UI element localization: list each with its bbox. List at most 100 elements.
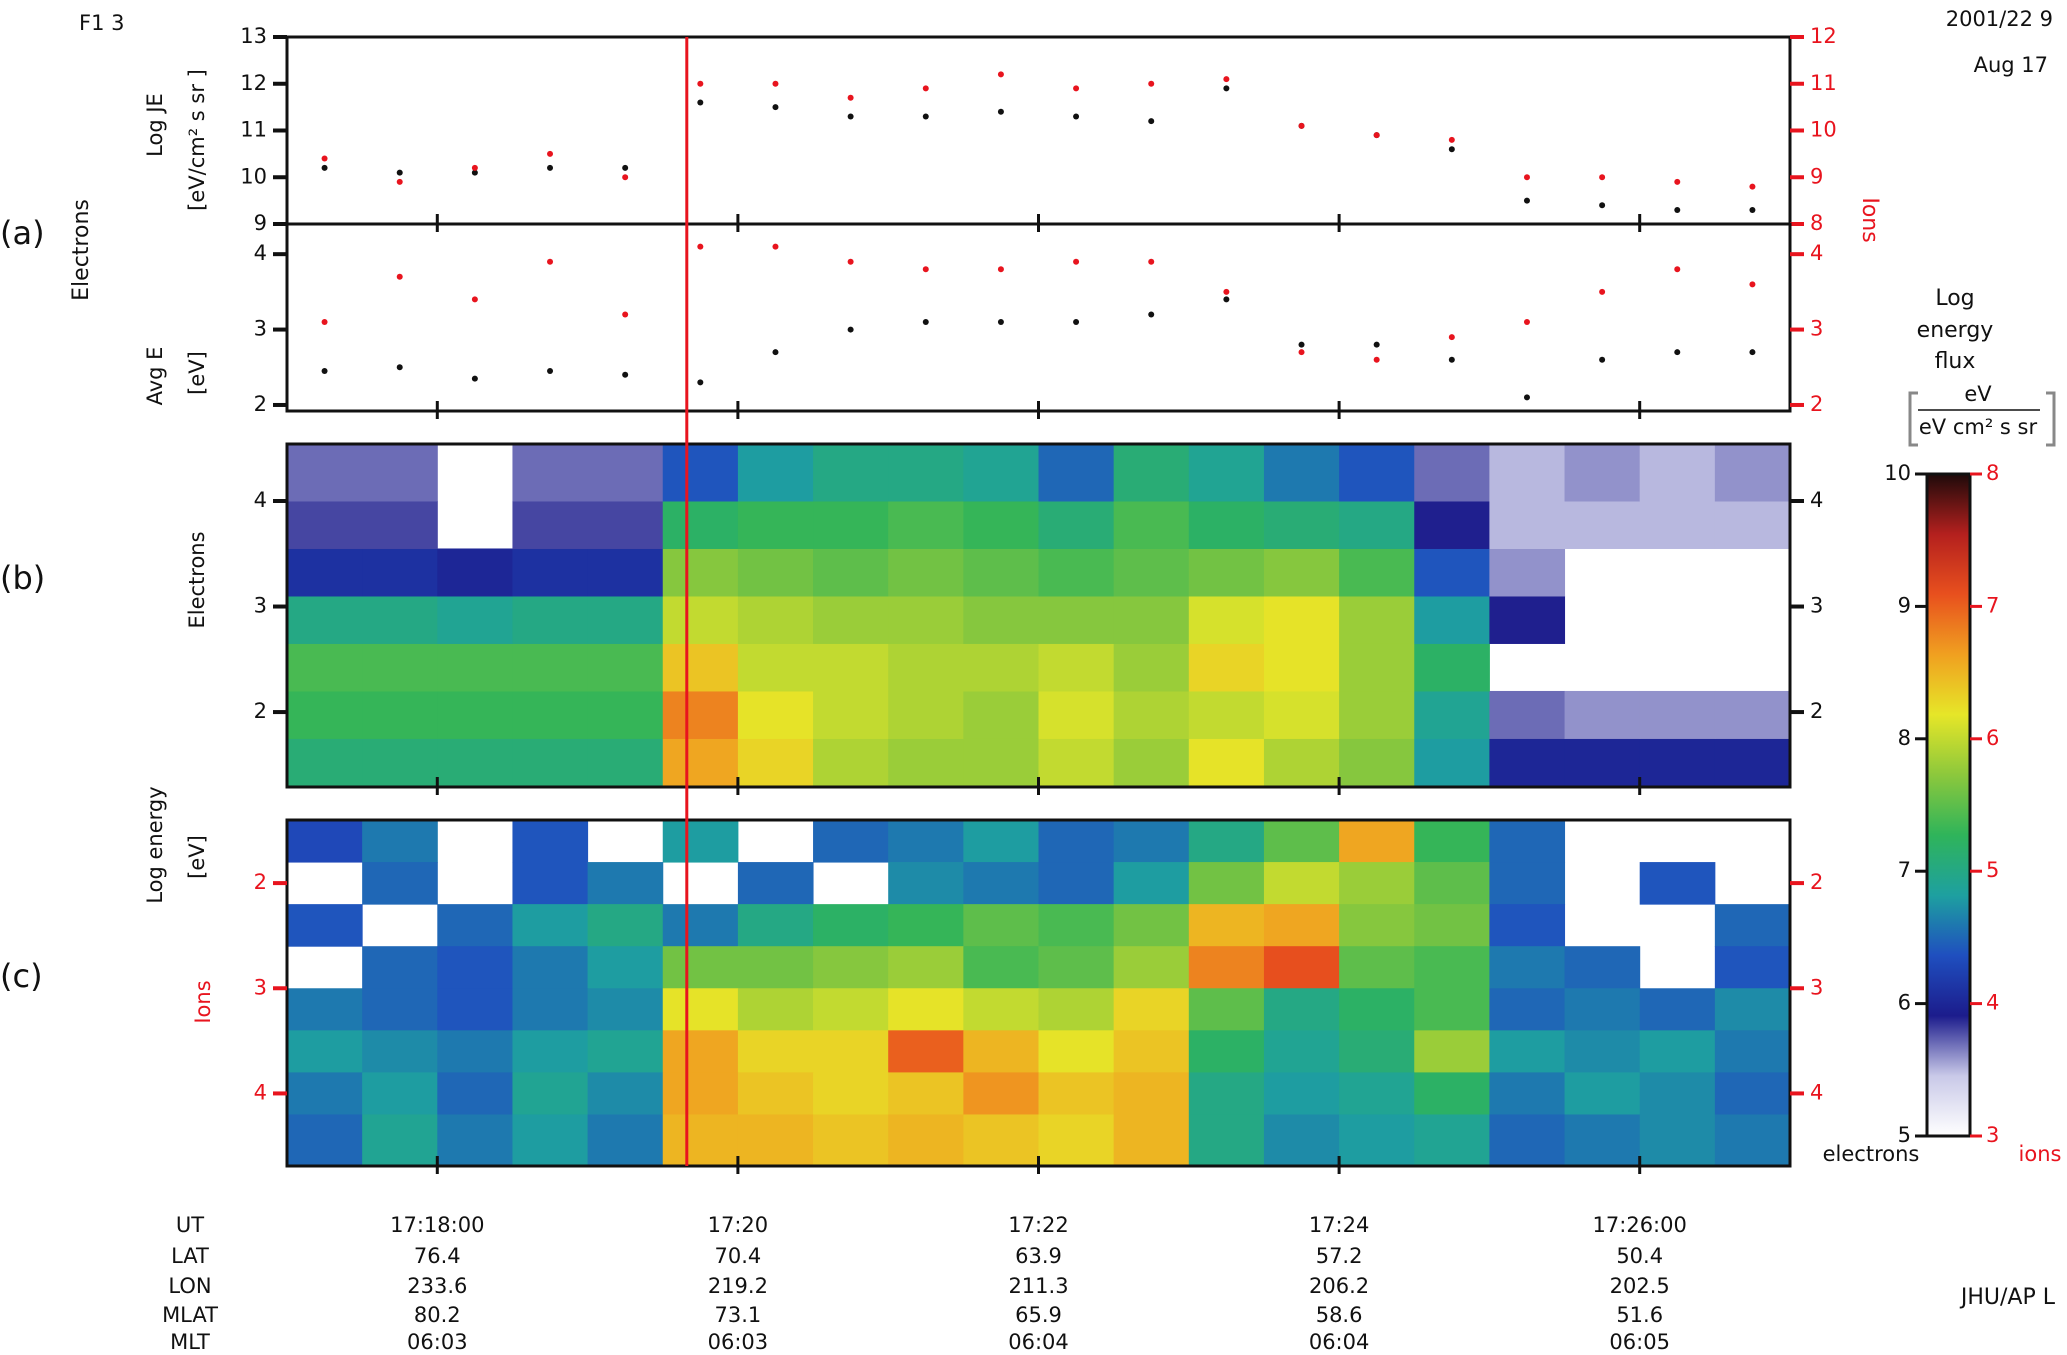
cell [1113,1114,1190,1167]
point [1223,288,1230,295]
cell [888,690,964,739]
point [547,368,554,375]
point [922,319,929,326]
cell [587,904,664,947]
table-cell: 80.2 [414,1303,461,1327]
cell [662,820,739,863]
cell [963,500,1039,549]
cell [1339,988,1415,1031]
cell [1113,988,1190,1031]
cell [813,988,889,1031]
point [847,258,854,265]
cell [1038,500,1115,549]
cell [662,1114,739,1167]
cell [1113,946,1190,989]
cell [1038,643,1115,692]
cell [1564,988,1641,1031]
cell [362,548,438,597]
y-unit: [eV] [185,351,209,395]
colorbar-tick-label: 5 [1898,1123,1911,1147]
cell [1188,548,1265,597]
cell [737,1072,814,1115]
cell [1414,1030,1490,1073]
table-cell: 219.2 [708,1274,768,1298]
cell [1113,500,1190,549]
cell [1489,904,1566,947]
table-cell: 17:18:00 [390,1213,484,1237]
cell [1263,946,1340,989]
cell [437,904,513,947]
colorbar-tick-label: 7 [1898,858,1911,882]
cell [1113,643,1190,692]
point [396,178,403,185]
point [622,174,629,181]
point [1223,296,1230,303]
colorbar-unit: eV cm² s sr [1919,415,2038,439]
point [547,150,554,157]
cell [587,500,664,549]
cell [1263,595,1340,644]
panel-label: (a) [0,214,45,252]
y-tick-label: 4 [254,488,267,512]
cell [1414,643,1490,692]
point [697,80,704,87]
cell [1038,904,1115,947]
cell [813,690,889,739]
cell [1113,548,1190,597]
y2-tick-label: 4 [1810,488,1823,512]
colorbar-tick-label: 8 [1898,726,1911,750]
cell [1639,1114,1716,1167]
cell [1414,1114,1490,1167]
cell [1263,1114,1340,1167]
table-cell: 06:03 [708,1330,769,1354]
cell [362,1030,438,1073]
cell [662,738,739,788]
colorbar-tick-label: 10 [1884,461,1911,485]
point [1749,281,1756,288]
y-tick-label: 11 [240,118,267,142]
cell [737,690,814,739]
cell [1188,1030,1265,1073]
cell [1339,444,1415,502]
cell [1188,595,1265,644]
cell [813,1030,889,1073]
cell [1714,1114,1791,1167]
table-cell: 57.2 [1316,1244,1363,1268]
cell [362,738,438,788]
point [471,164,478,171]
table-cell: 233.6 [407,1274,467,1298]
cell [1188,904,1265,947]
colorbar-tick-label: 5 [1986,858,1999,882]
point [997,71,1004,78]
cell [287,738,363,788]
cell [813,500,889,549]
day: Aug 17 [1974,53,2048,77]
cell [1564,444,1641,502]
point [622,311,629,318]
colorbar-unit: eV [1964,382,1992,406]
cell [362,444,438,502]
point [997,266,1004,273]
cell [587,548,664,597]
point [396,169,403,176]
point [847,113,854,120]
cell [1414,690,1490,739]
cell [362,1072,438,1115]
y-label: Ions [191,980,215,1023]
cell [287,643,363,692]
cell [1489,595,1566,644]
cell [1339,500,1415,549]
cell [1639,444,1716,502]
cell [1489,862,1566,905]
cell [1414,738,1490,788]
cell [1414,946,1490,989]
cell [1339,820,1415,863]
point [1298,349,1305,356]
point [1523,197,1530,204]
cell [813,738,889,788]
cell [888,643,964,692]
cell [662,946,739,989]
cell [437,690,513,739]
cell [437,643,513,692]
cell [1263,690,1340,739]
